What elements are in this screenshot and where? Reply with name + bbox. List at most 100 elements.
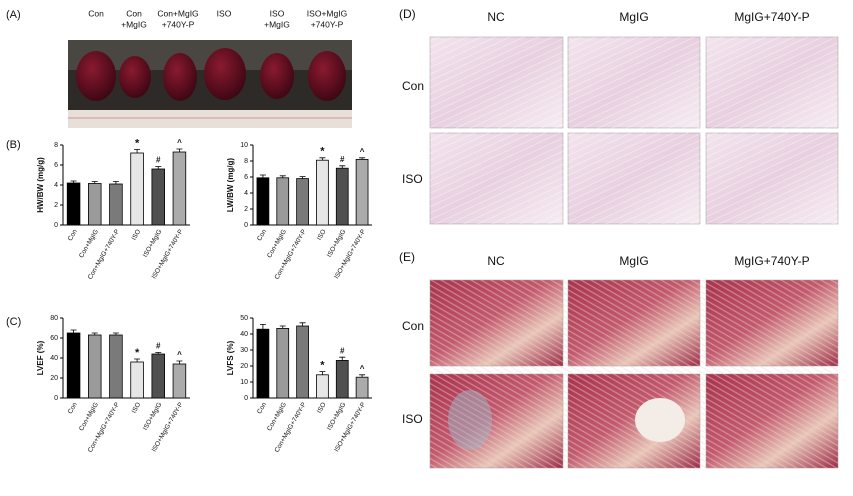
y-tick-label: 8 [54, 142, 58, 149]
bar [109, 183, 123, 226]
panel-label: (E) [399, 250, 415, 264]
group-label: Con+MgIG [157, 8, 198, 18]
group-label: +MgIG [264, 19, 290, 29]
error-bar [259, 174, 266, 178]
error-bar [155, 352, 162, 354]
group-label: Con [126, 8, 142, 18]
error-bar [279, 325, 286, 329]
significance-mark: * [320, 360, 325, 372]
y-tick-label: 8 [244, 158, 248, 165]
error-bar [339, 165, 346, 169]
he-stain-images [429, 36, 839, 225]
bar [151, 168, 165, 226]
y-tick-label: 0 [244, 395, 248, 402]
y-tick-label: 0 [54, 222, 58, 229]
y-tick-label: 40 [240, 331, 248, 338]
column-header: NC [487, 254, 505, 268]
bar [256, 177, 270, 226]
y-tick-label: 20 [240, 363, 248, 370]
bar [296, 325, 309, 399]
bar [151, 353, 165, 399]
row-header: Con [402, 79, 424, 93]
panel-label: (B) [6, 139, 21, 151]
group-label: Con [88, 8, 104, 18]
column-header: MgIG [619, 254, 648, 268]
bar [276, 327, 290, 399]
y-tick-label: 2 [244, 206, 248, 213]
group-label: ISO [217, 8, 232, 18]
bar [256, 328, 270, 399]
x-tick-label: Con+MgIG [266, 228, 288, 259]
bar [88, 183, 102, 226]
y-axis-label: HW/BW (mg/g) [36, 157, 45, 213]
group-label: ISO [270, 8, 285, 18]
significance-mark: * [135, 347, 140, 359]
significance-mark: * [320, 146, 325, 158]
bar [130, 361, 144, 399]
y-tick-label: 4 [54, 182, 58, 189]
error-bar [112, 332, 119, 335]
bar [355, 376, 369, 399]
error-bar [359, 157, 366, 160]
x-tick-label: Con+MgIG [78, 228, 100, 259]
bar [130, 152, 144, 226]
error-bar [91, 181, 98, 184]
group-label: +MgIG [121, 19, 147, 29]
row-header: Con [402, 319, 424, 333]
significance-mark: # [340, 346, 345, 355]
x-tick-label: Con [256, 228, 268, 242]
y-tick-label: 20 [50, 375, 58, 382]
row-header: ISO [402, 412, 423, 426]
bar [88, 334, 102, 399]
panel-label: (C) [6, 316, 21, 328]
x-tick-label: ISO [316, 228, 328, 241]
error-bar [279, 175, 286, 178]
heart-photo [68, 40, 352, 128]
error-bar [91, 332, 98, 335]
error-bar [299, 176, 306, 179]
x-tick-label: ISO+MgIG [142, 401, 164, 431]
column-header: MgIG+740Y-P [734, 10, 809, 24]
y-tick-label: 80 [50, 315, 58, 322]
masson-stain-images [429, 279, 839, 469]
group-label: +740Y-P [162, 19, 195, 29]
y-tick-label: 50 [240, 315, 248, 322]
bar [335, 167, 349, 226]
panel-label: (A) [6, 9, 21, 21]
y-tick-label: 4 [244, 190, 248, 197]
x-tick-label: Con [256, 401, 268, 415]
error-bar [319, 157, 326, 161]
significance-mark: ^ [177, 138, 182, 147]
x-tick-label: Con [67, 401, 79, 415]
y-axis-label: LVFS (%) [226, 340, 235, 375]
x-tick-label: Con+MgIG [78, 401, 100, 432]
column-header: MgIG+740Y-P [734, 254, 809, 268]
significance-mark: # [156, 342, 161, 351]
error-bar [134, 149, 141, 153]
column-header: MgIG [619, 10, 648, 24]
bar [66, 182, 81, 226]
error-bar [134, 358, 141, 362]
significance-mark: ^ [360, 147, 365, 156]
bar [355, 158, 369, 226]
bar [316, 159, 329, 226]
y-tick-label: 0 [54, 395, 58, 402]
error-bar [259, 324, 266, 330]
error-bar [70, 329, 77, 333]
x-tick-label: Con [67, 228, 79, 242]
error-bar [155, 166, 162, 169]
y-axis-label: LVEF (%) [36, 340, 45, 375]
group-label: ISO+MgIG [307, 8, 347, 18]
x-tick-label: ISO+MgIG [142, 228, 164, 258]
error-bar [176, 360, 183, 364]
bar [66, 332, 81, 399]
y-tick-label: 30 [240, 347, 248, 354]
bar [109, 334, 123, 399]
y-tick-label: 40 [50, 355, 58, 362]
x-tick-label: ISO [131, 401, 143, 414]
y-tick-label: 10 [240, 142, 248, 149]
x-tick-label: ISO+MgIG [326, 401, 348, 431]
bar [296, 178, 309, 226]
y-tick-label: 60 [50, 335, 58, 342]
